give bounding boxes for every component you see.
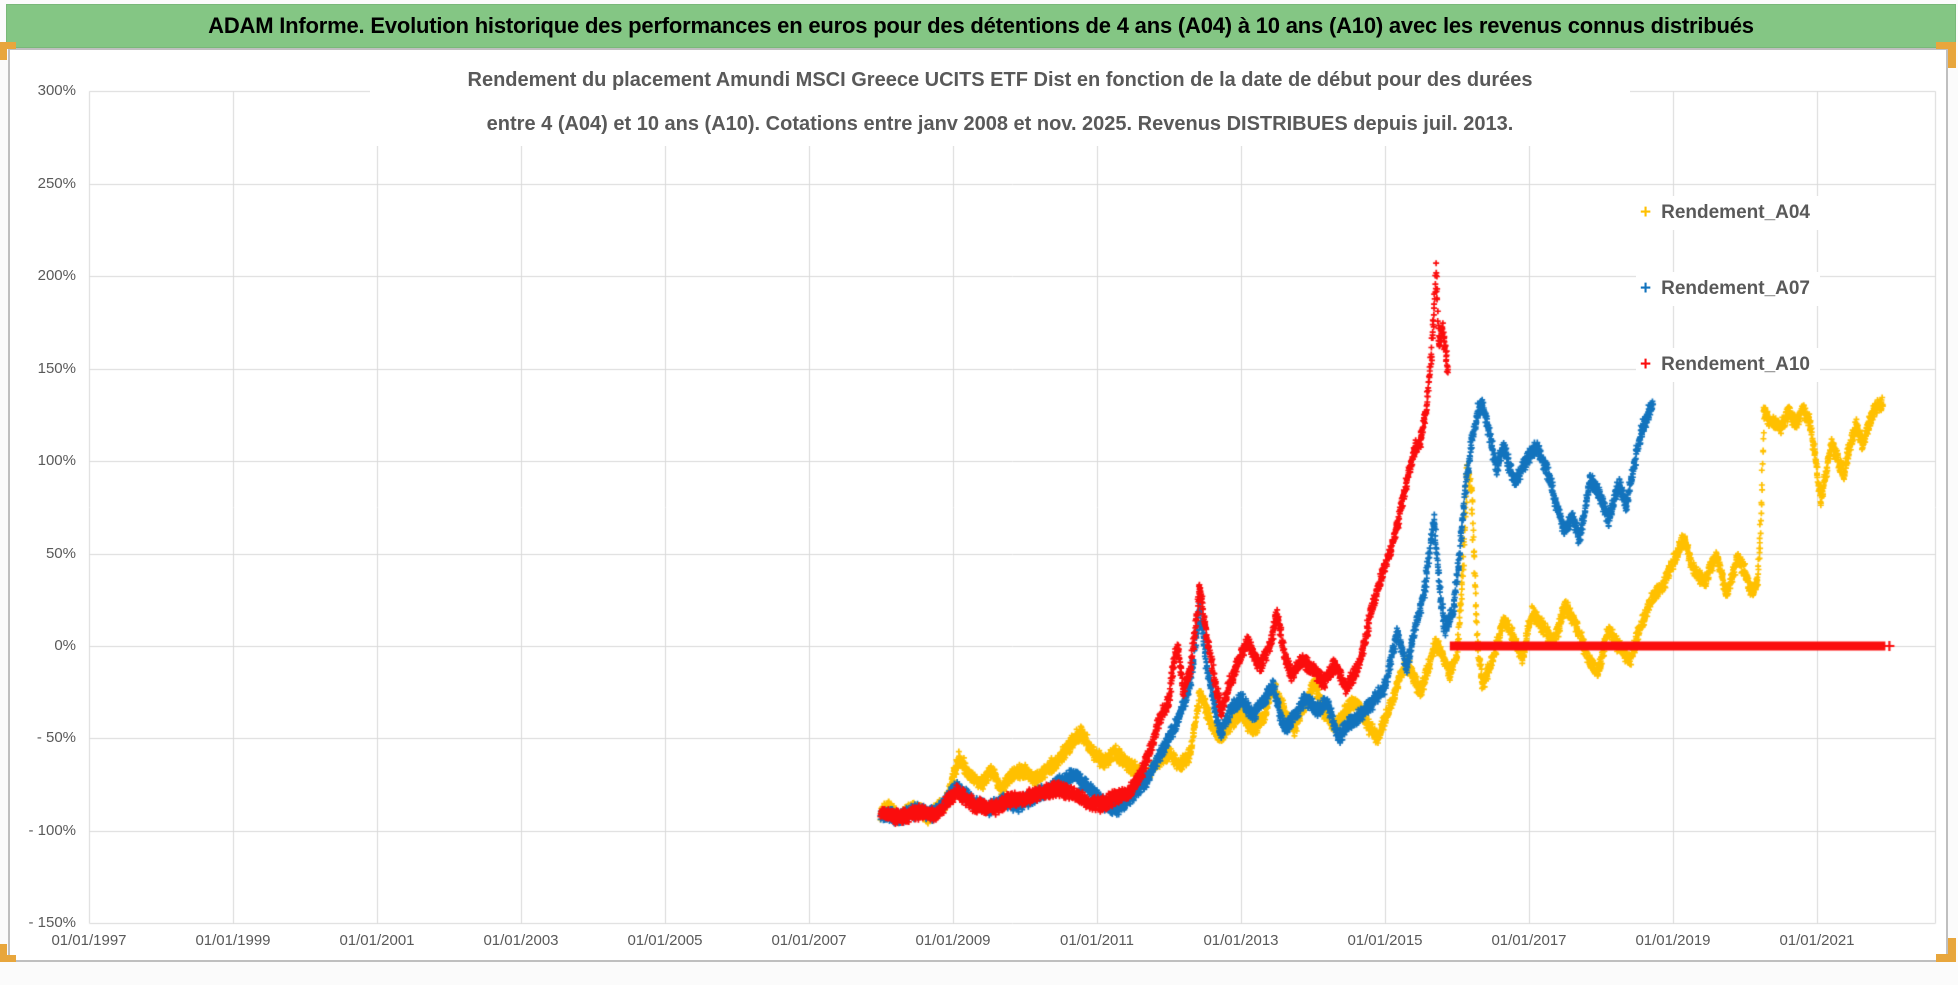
y-axis-tick: 50% <box>45 544 76 562</box>
x-axis-tick: 01/01/2001 <box>339 932 415 949</box>
y-axis-tick: 150% <box>37 359 76 377</box>
y-axis-tick: 0% <box>54 637 76 654</box>
x-axis-tick: 01/01/2005 <box>627 932 703 949</box>
x-axis-tick: 01/01/1997 <box>51 932 127 949</box>
legend-item-rendement_a07[interactable]: + Rendement_A07 <box>1636 272 1820 306</box>
selection-handle-bottom-left[interactable] <box>0 944 16 962</box>
x-axis-tick: 01/01/1999 <box>195 932 271 949</box>
legend-item-rendement_a04[interactable]: + Rendement_A04 <box>1636 196 1820 230</box>
chart-title: Rendement du placement Amundi MSCI Greec… <box>467 69 1533 91</box>
legend-label: Rendement_A04 <box>1661 202 1810 223</box>
x-axis-tick: 01/01/2021 <box>1779 932 1855 949</box>
x-axis-tick: 01/01/2011 <box>1060 932 1134 949</box>
plus-marker-icon: + <box>1640 202 1652 223</box>
selection-handle-top-right[interactable] <box>1936 42 1956 68</box>
y-axis-tick: 100% <box>37 452 76 470</box>
x-axis-tick: 01/01/2017 <box>1491 932 1567 949</box>
y-axis-tick: 200% <box>37 267 76 285</box>
x-axis-tick: 01/01/2015 <box>1347 932 1423 949</box>
legend-item-rendement_a10[interactable]: + Rendement_A10 <box>1636 348 1820 382</box>
selection-handle-bottom-right[interactable] <box>1936 938 1956 962</box>
plus-marker-icon: + <box>1640 354 1652 375</box>
plus-marker-icon: + <box>1640 278 1652 299</box>
y-axis-tick: 250% <box>37 174 76 192</box>
y-axis-tick: 300% <box>37 82 76 100</box>
legend-label: Rendement_A07 <box>1661 278 1810 299</box>
selection-handle-top-left[interactable] <box>0 42 16 60</box>
x-axis-tick: 01/01/2003 <box>483 932 559 949</box>
y-axis-tick: - 100% <box>28 821 76 839</box>
chart-title-block: Rendement du placement Amundi MSCI Greec… <box>370 58 1630 146</box>
y-axis-tick: - 150% <box>28 914 76 932</box>
y-axis-tick: - 50% <box>36 729 76 747</box>
x-axis-tick: 01/01/2007 <box>771 932 847 949</box>
chart-subtitle: entre 4 (A04) et 10 ans (A10). Cotations… <box>486 113 1514 135</box>
legend-label: Rendement_A10 <box>1661 354 1810 375</box>
x-axis-tick: 01/01/2013 <box>1203 932 1279 949</box>
x-axis-tick: 01/01/2009 <box>915 932 991 949</box>
x-axis-tick: 01/01/2019 <box>1635 932 1711 949</box>
